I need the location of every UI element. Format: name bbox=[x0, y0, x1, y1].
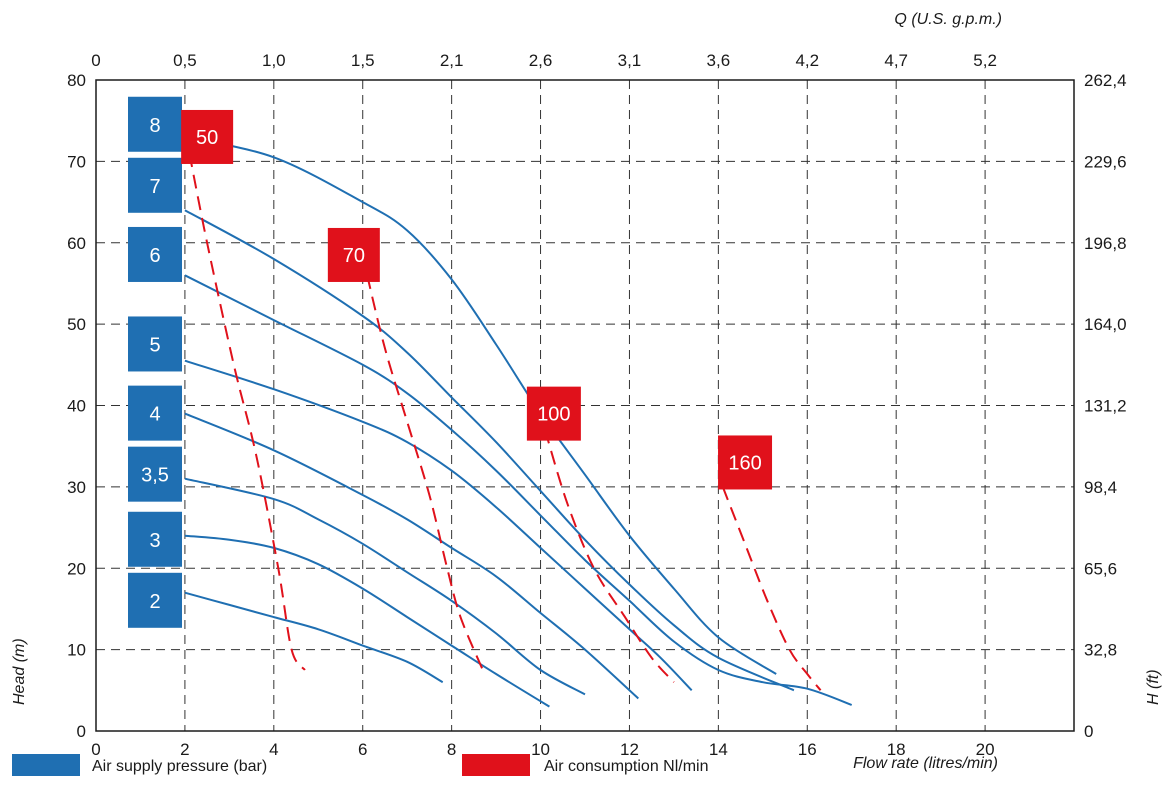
x-tick-label: 4 bbox=[269, 740, 278, 759]
y2-tick-label: 164,0 bbox=[1084, 315, 1127, 334]
pressure-badge-label: 4 bbox=[149, 404, 160, 426]
pressure-curve-3-5 bbox=[184, 477, 586, 696]
x-tick-label: 12 bbox=[620, 740, 639, 759]
y2-tick-label: 131,2 bbox=[1084, 397, 1127, 416]
tick-labels: 0 2 4 6 8 10 12 14 16 18 200 0,5 1,0 1,5 2,1 2,6 3,1 3,6 4… bbox=[67, 51, 1126, 759]
y2-tick-label: 0 bbox=[1084, 722, 1093, 741]
x2-tick-label: 1,0 bbox=[262, 51, 286, 70]
pressure-badge-label: 3 bbox=[149, 530, 160, 552]
x2-axis-title: Q (U.S. g.p.m.) bbox=[894, 11, 1002, 28]
y2-tick-label: 196,8 bbox=[1084, 234, 1127, 253]
y-tick-label: 20 bbox=[67, 559, 86, 578]
x2-tick-label: 5,2 bbox=[973, 51, 997, 70]
legend-label-consumption: Air consumption Nl/min bbox=[544, 758, 709, 775]
x-axis-title: Flow rate (litres/min) bbox=[853, 755, 998, 772]
consumption-badge-50 bbox=[181, 109, 234, 164]
legend-swatch-pressure bbox=[12, 754, 80, 776]
pressure-badge-5 bbox=[128, 316, 182, 372]
x-tick-label: 2 bbox=[180, 740, 189, 759]
consumption-badge-100 bbox=[526, 386, 581, 441]
consumption-curve-100 bbox=[544, 429, 675, 683]
consumption-badge-label: 70 bbox=[343, 245, 365, 267]
pressure-curve-8 bbox=[184, 136, 777, 675]
series-badges: 8 7 6 5 4 3,5 3 2 50 70 100 160 bbox=[128, 96, 773, 628]
x-tick-label: 0 bbox=[91, 740, 100, 759]
pressure-badge-7 bbox=[128, 157, 182, 213]
pressure-badge-label: 2 bbox=[149, 591, 160, 613]
consumption-badge-label: 160 bbox=[728, 452, 761, 474]
series-lines bbox=[184, 136, 853, 708]
pressure-curve-7 bbox=[184, 209, 795, 692]
x-tick-label: 6 bbox=[358, 740, 367, 759]
legend-label-pressure: Air supply pressure (bar) bbox=[92, 758, 267, 775]
consumption-curve-70 bbox=[366, 275, 484, 671]
pressure-curve-4 bbox=[184, 412, 639, 700]
x2-tick-label: 2,1 bbox=[440, 51, 464, 70]
y2-axis-title: H (ft) bbox=[1145, 669, 1162, 705]
x2-tick-label: 3,6 bbox=[707, 51, 731, 70]
y2-tick-label: 262,4 bbox=[1084, 71, 1127, 90]
plot-border bbox=[95, 79, 1075, 732]
y-tick-label: 80 bbox=[67, 71, 86, 90]
y-tick-label: 50 bbox=[67, 315, 86, 334]
pressure-badge-2 bbox=[128, 572, 182, 628]
grid bbox=[96, 80, 1074, 731]
x-tick-label: 10 bbox=[531, 740, 550, 759]
x2-tick-label: 4,7 bbox=[884, 51, 908, 70]
y2-tick-label: 65,6 bbox=[1084, 559, 1117, 578]
pressure-badge-3 bbox=[128, 511, 182, 567]
pressure-badge-label: 8 bbox=[149, 115, 160, 137]
pressure-curve-5 bbox=[184, 359, 693, 691]
consumption-badge-label: 50 bbox=[196, 127, 218, 149]
pressure-badge-label: 3,5 bbox=[141, 465, 169, 487]
consumption-badge-70 bbox=[327, 227, 380, 282]
x2-tick-label: 2,6 bbox=[529, 51, 553, 70]
consumption-badge-160 bbox=[718, 435, 773, 490]
pressure-curve-6 bbox=[184, 274, 853, 706]
legend: Air supply pressure (bar) Air consumptio… bbox=[12, 754, 709, 776]
x2-tick-label: 3,1 bbox=[618, 51, 642, 70]
y-tick-label: 60 bbox=[67, 234, 86, 253]
pressure-badge-4 bbox=[128, 385, 182, 441]
x2-tick-label: 4,2 bbox=[795, 51, 819, 70]
pressure-curve-2 bbox=[184, 591, 444, 684]
y2-tick-label: 229,6 bbox=[1084, 152, 1127, 171]
pressure-curve-3 bbox=[184, 534, 550, 708]
x2-tick-label: 0 bbox=[91, 51, 100, 70]
y-tick-label: 0 bbox=[77, 722, 86, 741]
x-tick-label: 14 bbox=[709, 740, 728, 759]
plot-frame bbox=[95, 79, 1075, 732]
x-tick-label: 20 bbox=[976, 740, 995, 759]
y2-tick-label: 98,4 bbox=[1084, 478, 1117, 497]
y-tick-label: 70 bbox=[67, 152, 86, 171]
pressure-badge-label: 5 bbox=[149, 334, 160, 356]
y-tick-label: 30 bbox=[67, 478, 86, 497]
consumption-curve-50 bbox=[188, 153, 306, 671]
x2-tick-label: 0,5 bbox=[173, 51, 197, 70]
x-tick-label: 8 bbox=[447, 740, 456, 759]
x-tick-label: 16 bbox=[798, 740, 817, 759]
y-axis-title: Head (m) bbox=[11, 638, 28, 705]
y-tick-label: 10 bbox=[67, 641, 86, 660]
x2-tick-label: 1,5 bbox=[351, 51, 375, 70]
pressure-badge-6 bbox=[128, 226, 182, 282]
pressure-badge-label: 7 bbox=[149, 176, 160, 198]
pressure-badge-3-5 bbox=[128, 446, 182, 502]
pressure-badge-label: 6 bbox=[149, 245, 160, 267]
y-tick-label: 40 bbox=[67, 397, 86, 416]
consumption-curve-160 bbox=[721, 486, 822, 691]
pressure-badge-8 bbox=[128, 96, 182, 152]
y2-tick-label: 32,8 bbox=[1084, 641, 1117, 660]
consumption-badge-label: 100 bbox=[537, 404, 570, 426]
x-tick-label: 18 bbox=[887, 740, 906, 759]
legend-swatch-consumption bbox=[462, 754, 530, 776]
